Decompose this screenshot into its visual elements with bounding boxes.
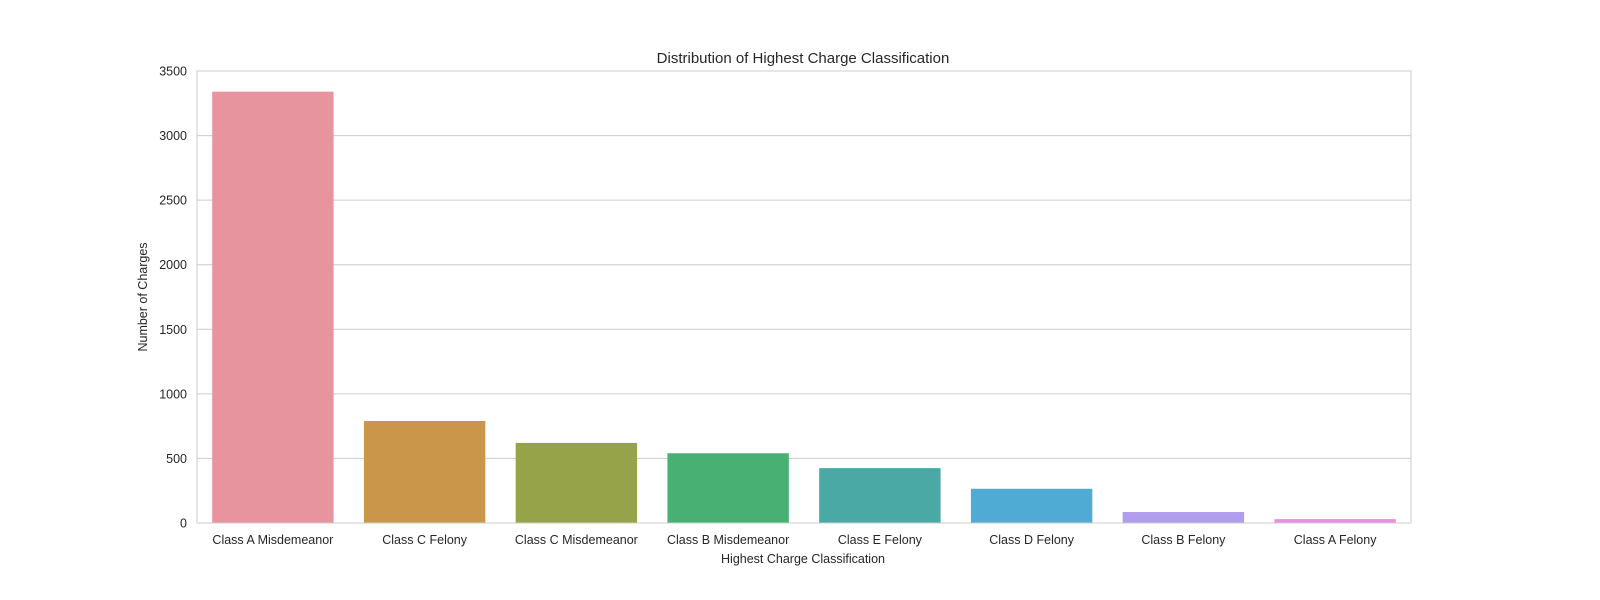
bar xyxy=(819,468,941,523)
y-tick-label: 3000 xyxy=(159,129,187,143)
bars xyxy=(212,91,1396,524)
x-tick-labels: Class A Misdemeanor Class C Felony Class C… xyxy=(212,533,1377,547)
bar xyxy=(1274,519,1396,523)
bar xyxy=(363,420,486,523)
y-tick-labels: 0 500 1000 1500 2000 2500 3000 3500 xyxy=(159,65,187,531)
y-tick-label: 2500 xyxy=(159,194,187,208)
y-axis-label: Number of Charges xyxy=(136,242,150,351)
x-tick-label: Class A Felony xyxy=(1294,533,1377,547)
bar xyxy=(667,453,789,523)
y-tick-label: 3500 xyxy=(159,65,187,79)
x-tick-label: Class B Misdemeanor xyxy=(667,533,789,547)
x-tick-label: Class E Felony xyxy=(838,533,923,547)
chart-title: Distribution of Highest Charge Classific… xyxy=(657,50,950,67)
x-tick-label: Class D Felony xyxy=(989,533,1074,547)
bar xyxy=(515,442,638,523)
y-tick-label: 1000 xyxy=(159,387,187,401)
plot-frame xyxy=(196,70,1412,524)
y-tick-label: 500 xyxy=(166,452,187,466)
x-axis-label: Highest Charge Classification xyxy=(721,552,885,566)
x-tick-label: Class B Felony xyxy=(1141,533,1226,547)
bar xyxy=(212,91,334,524)
y-tick-label: 0 xyxy=(180,517,187,531)
y-tick-label: 1500 xyxy=(159,323,187,337)
x-tick-label: Class A Misdemeanor xyxy=(212,533,333,547)
y-tick-label: 2000 xyxy=(159,258,187,272)
x-tick-label: Class C Felony xyxy=(382,533,467,547)
x-tick-label: Class C Misdemeanor xyxy=(515,533,638,547)
bar xyxy=(970,488,1093,523)
bar xyxy=(1122,512,1245,523)
